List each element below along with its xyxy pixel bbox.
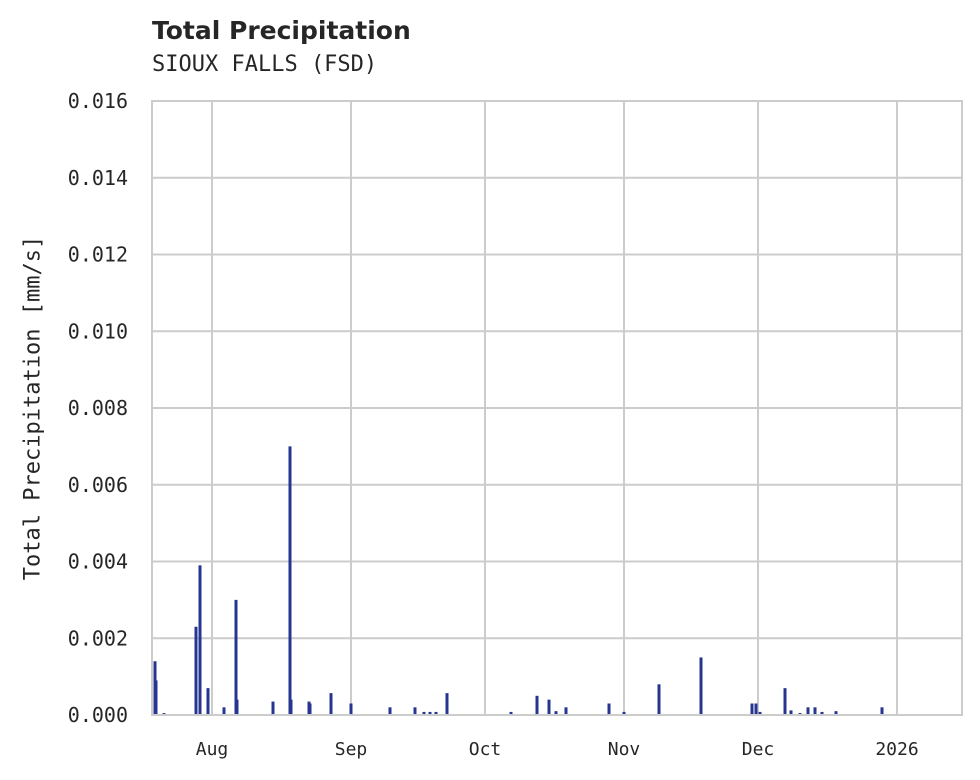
precip-bar <box>554 711 558 715</box>
y-tick-label: 0.006 <box>68 473 128 497</box>
precip-bar <box>349 703 353 715</box>
x-tick-label: 2026 <box>875 739 918 760</box>
grid-lines <box>152 100 962 716</box>
precip-bar <box>813 707 817 715</box>
y-tick-label: 0.002 <box>68 626 128 650</box>
x-tick-label: Sep <box>335 739 368 760</box>
precip-bar <box>750 703 754 715</box>
precip-bar <box>880 707 884 715</box>
precip-bar <box>622 711 626 715</box>
y-tick-label: 0.008 <box>68 396 128 420</box>
y-tick-label: 0.004 <box>68 550 128 574</box>
x-tick-label: Aug <box>196 739 229 760</box>
chart-title: Total Precipitation <box>152 16 411 45</box>
precip-bar <box>820 711 824 715</box>
precip-bar <box>154 680 158 715</box>
precip-bar <box>699 657 703 715</box>
precip-bar <box>428 711 432 715</box>
precip-bar <box>289 699 293 715</box>
precip-bar <box>806 707 810 715</box>
precip-bar <box>754 703 758 715</box>
precip-bar <box>234 599 238 715</box>
precip-bar <box>413 707 417 715</box>
precip-bar <box>758 711 762 715</box>
precip-bar <box>388 707 392 715</box>
precip-bar <box>194 626 198 715</box>
precip-bar <box>271 701 275 715</box>
precip-bar <box>789 710 793 715</box>
precip-bar <box>834 711 838 715</box>
precip-bar <box>329 693 333 715</box>
chart-subtitle: SIOUX FALLS (FSD) <box>152 52 378 77</box>
y-tick-label: 0.016 <box>68 89 128 113</box>
y-tick-label: 0.000 <box>68 703 128 727</box>
y-tick-label: 0.014 <box>68 166 128 190</box>
x-axis-ticks: Aug Sep Oct Nov Dec 2026 <box>196 739 919 760</box>
precip-bar <box>222 707 226 715</box>
precip-bar <box>509 711 513 715</box>
precip-bar <box>422 711 426 715</box>
precip-bar <box>198 565 202 715</box>
precip-bar <box>547 699 551 715</box>
plot-frame <box>151 100 963 716</box>
precip-bar <box>607 703 611 715</box>
precip-bar <box>206 688 210 715</box>
y-tick-label: 0.012 <box>68 243 128 267</box>
precip-bar <box>783 688 787 715</box>
x-tick-label: Nov <box>608 739 641 760</box>
y-tick-label: 0.010 <box>68 319 128 343</box>
precip-bar <box>288 446 292 715</box>
x-tick-label: Oct <box>469 739 502 760</box>
precip-bar <box>535 695 539 715</box>
precip-bar <box>564 707 568 715</box>
precip-bar <box>308 703 312 715</box>
y-axis-ticks: 0.000 0.002 0.004 0.006 0.008 0.010 0.012 0.014… <box>68 89 128 727</box>
precipitation-bars <box>153 446 884 715</box>
precip-bar <box>657 684 661 715</box>
x-tick-label: Dec <box>742 739 775 760</box>
precip-bar <box>445 693 449 715</box>
precip-bar <box>434 711 438 715</box>
precip-bar <box>235 699 239 715</box>
